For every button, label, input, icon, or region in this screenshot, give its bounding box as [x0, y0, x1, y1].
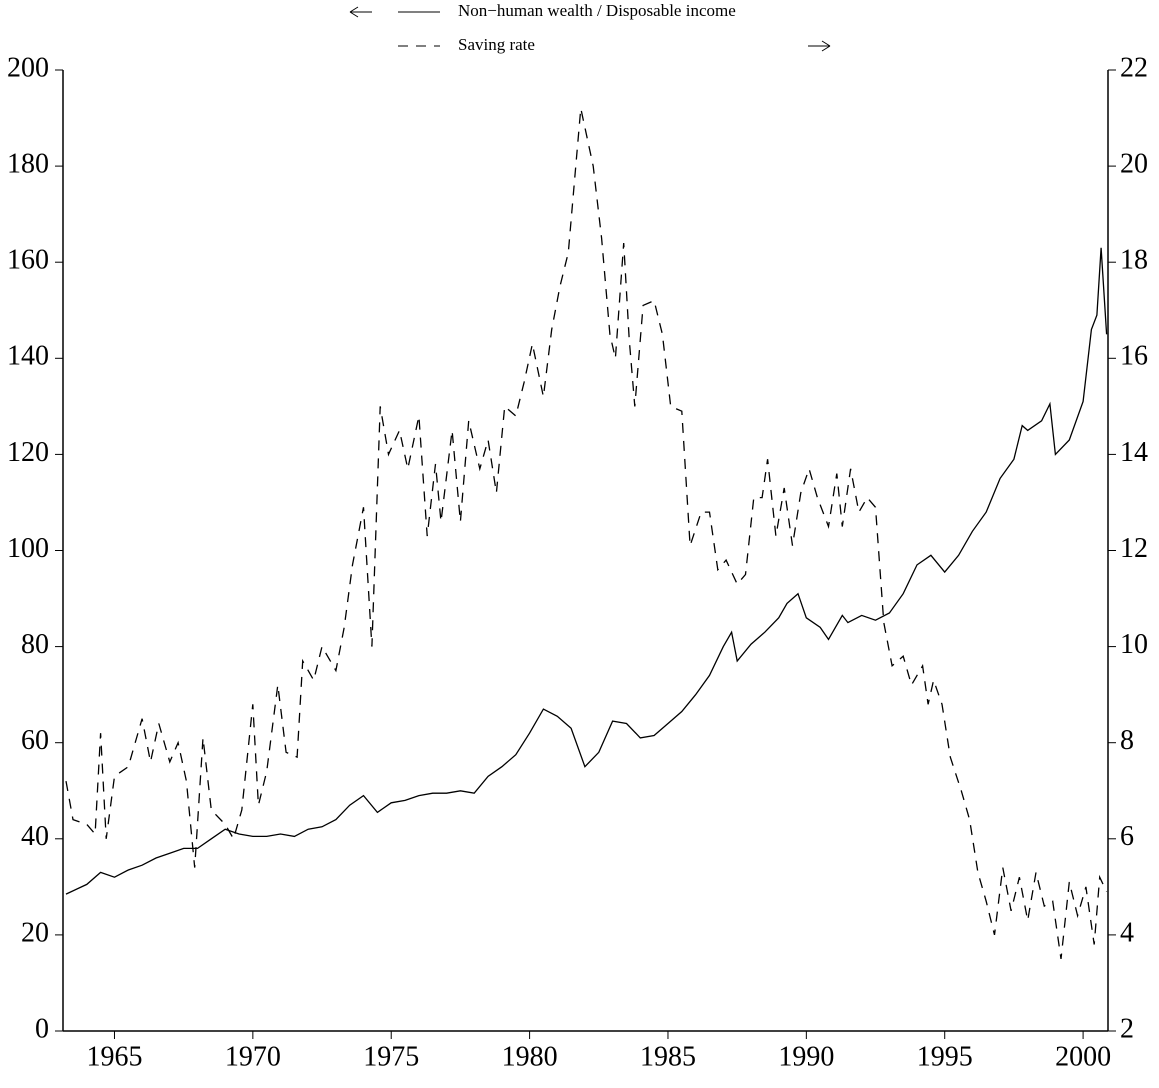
y-tick-label: 100	[7, 533, 49, 564]
series-line	[65, 108, 1108, 959]
x-tick-label: 1985	[640, 1041, 696, 1072]
legend: Non−human wealth / Disposable income Sav…	[349, 1, 831, 54]
right-arrow	[808, 40, 831, 52]
y2-tick-label: 2	[1120, 1013, 1134, 1044]
y-tick-label: 0	[35, 1013, 49, 1044]
y-tick-label: 140	[7, 341, 49, 372]
x-tick-label: 1980	[502, 1041, 558, 1072]
legend-label: Saving rate	[458, 35, 535, 54]
y2-tick-label: 12	[1120, 533, 1148, 564]
y-tick-label: 200	[7, 52, 49, 83]
y-tick-label: 80	[21, 629, 49, 660]
y2-tick-label: 8	[1120, 725, 1134, 756]
y2-tick-label: 18	[1120, 245, 1148, 276]
y2-tick-label: 16	[1120, 341, 1148, 372]
x-tick-label: 1965	[86, 1041, 142, 1072]
y2-tick-label: 6	[1120, 821, 1134, 852]
x-tick-label: 2000	[1055, 1041, 1111, 1072]
x-tick-label: 1995	[917, 1041, 973, 1072]
y2-tick-label: 14	[1120, 437, 1148, 468]
series-line	[65, 247, 1108, 895]
y-tick-label: 40	[21, 821, 49, 852]
y2-tick-label: 20	[1120, 149, 1148, 180]
y2-tick-label: 4	[1120, 917, 1134, 948]
y2-tick-label: 22	[1120, 52, 1148, 83]
x-tick-label: 1975	[363, 1041, 419, 1072]
x-tick-label: 1990	[778, 1041, 834, 1072]
y-tick-label: 160	[7, 245, 49, 276]
y-tick-label: 120	[7, 437, 49, 468]
left-arrow	[349, 6, 372, 18]
legend-label: Non−human wealth / Disposable income	[458, 1, 736, 20]
y-tick-label: 20	[21, 917, 49, 948]
x-tick-label: 1970	[225, 1041, 281, 1072]
y-tick-label: 180	[7, 149, 49, 180]
y2-tick-label: 10	[1120, 629, 1148, 660]
y-tick-label: 60	[21, 725, 49, 756]
